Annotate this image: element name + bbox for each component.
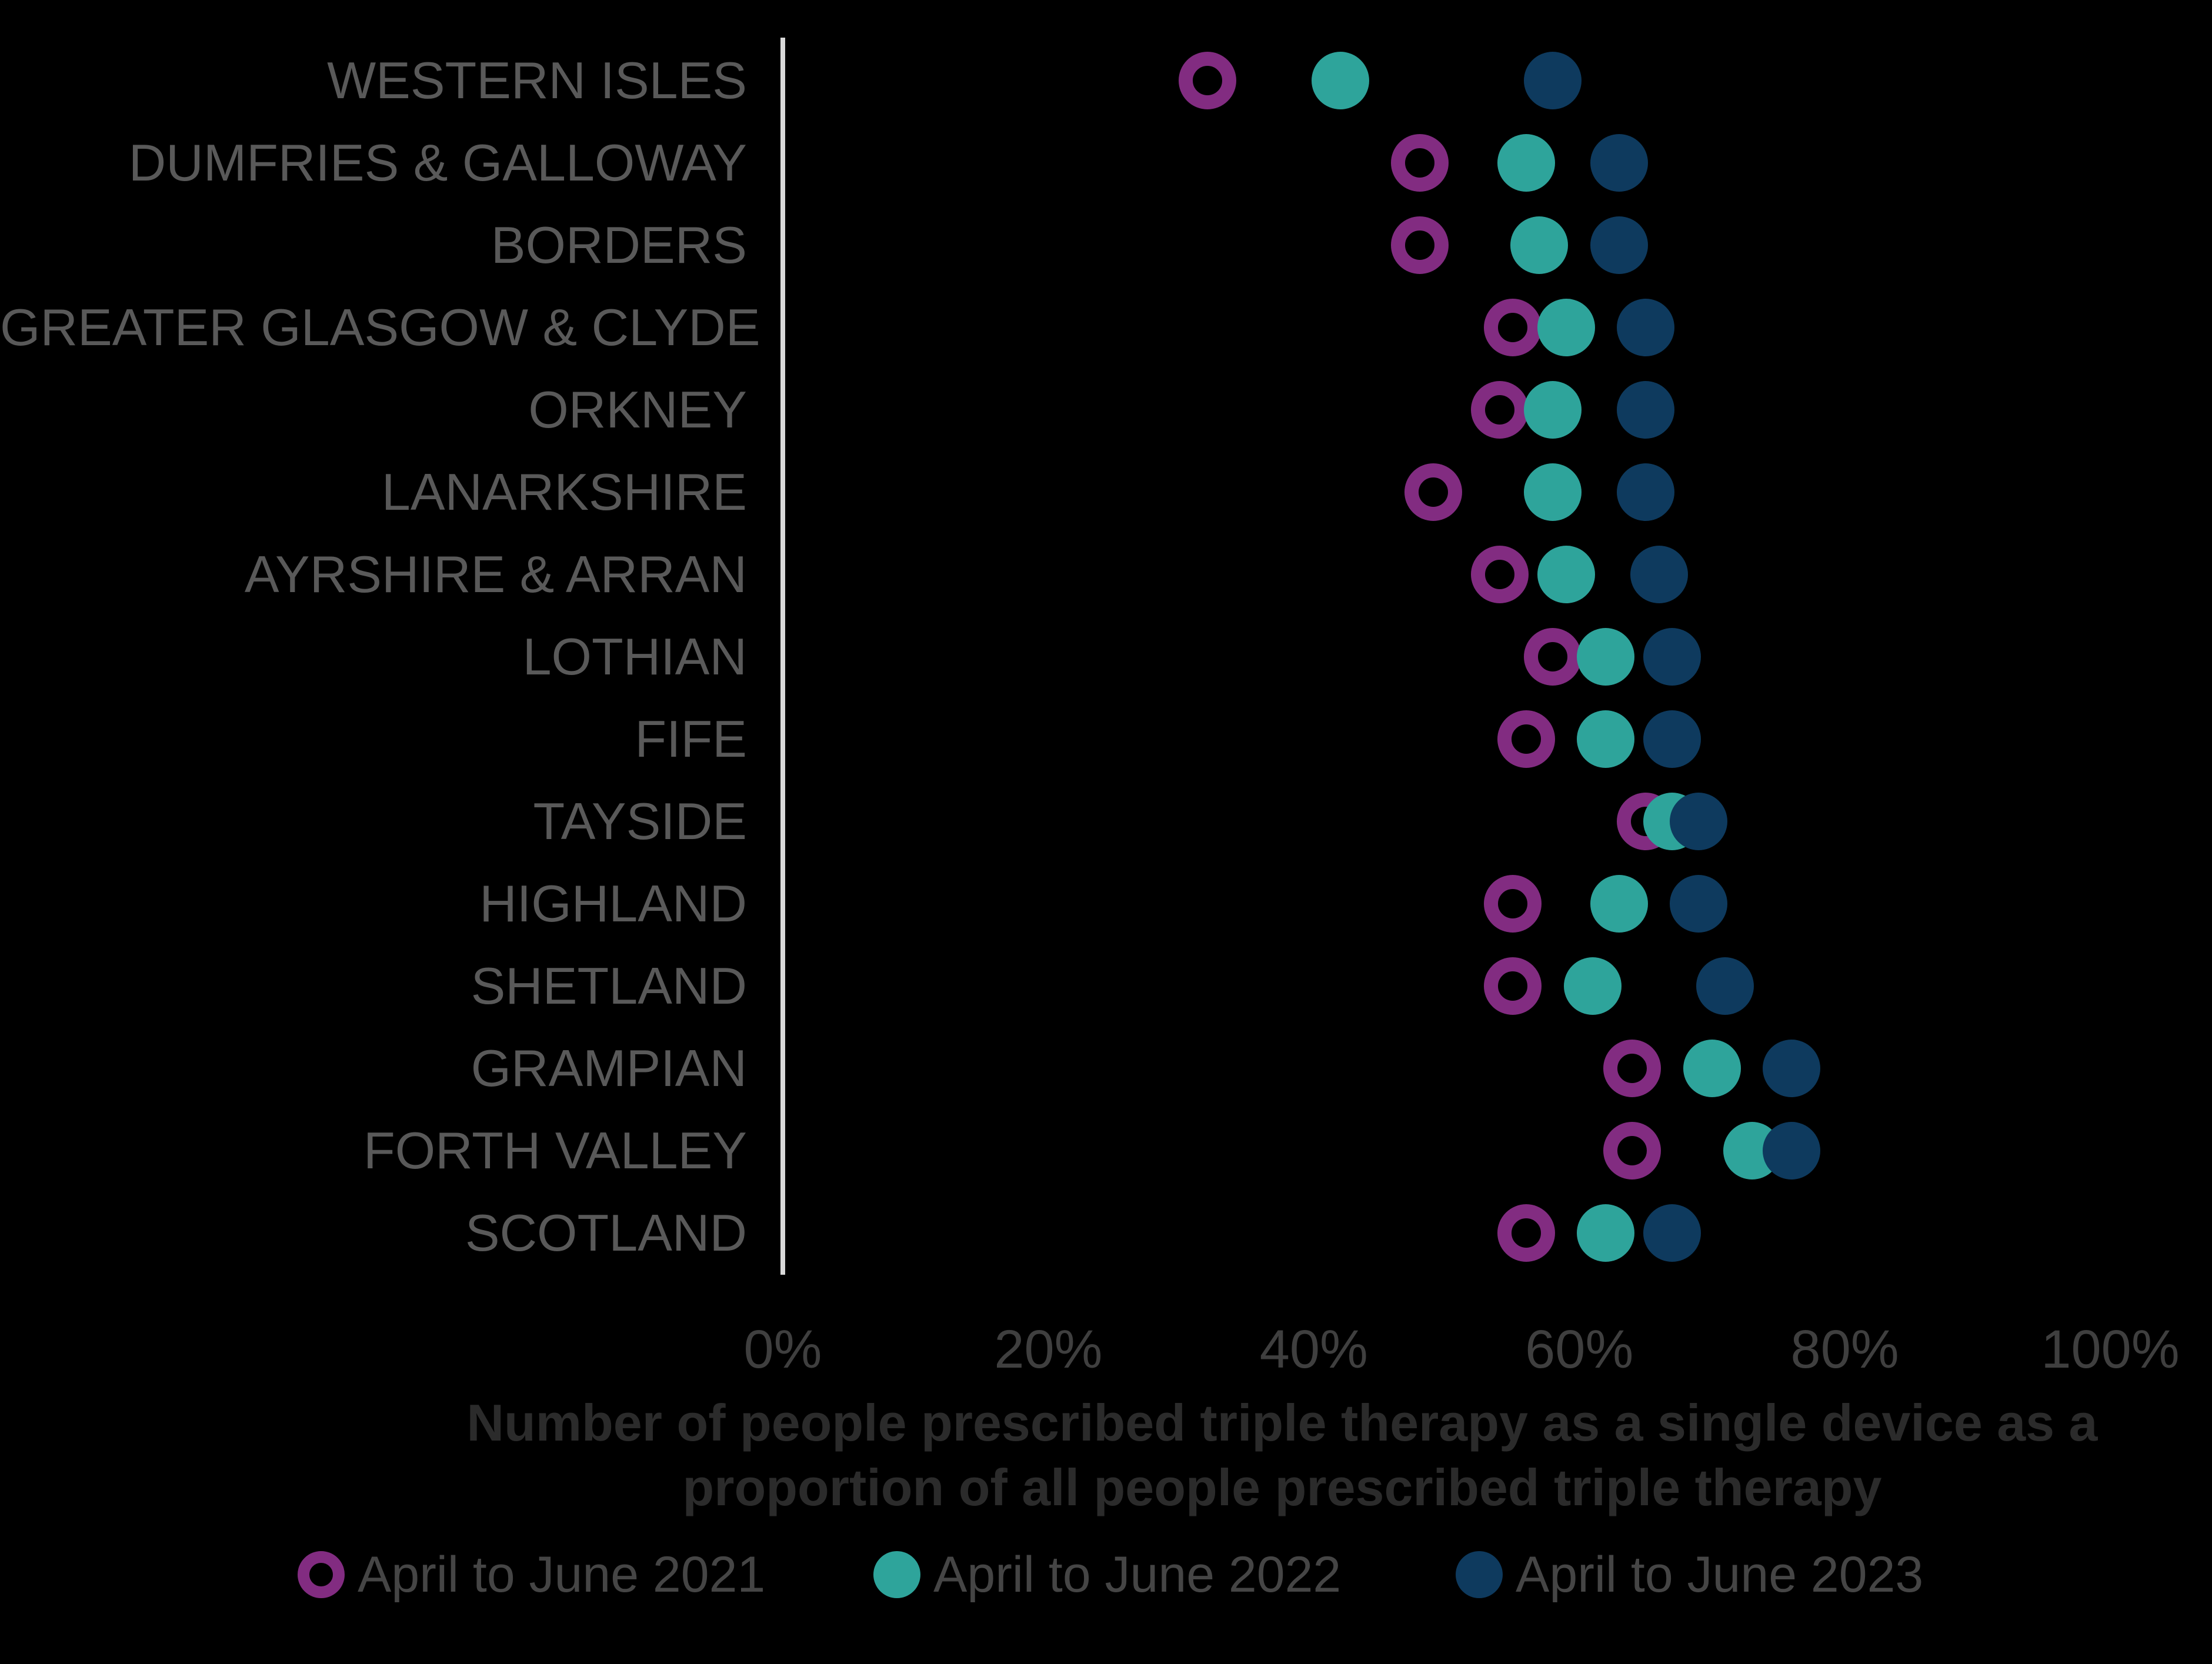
data-point (1577, 628, 1635, 686)
data-point (1643, 628, 1701, 686)
data-point (1497, 134, 1555, 192)
filled-circle-marker-icon (1456, 1551, 1503, 1598)
x-axis-title-line-2: proportion of all people prescribed trip… (682, 1458, 1882, 1516)
category-label: AYRSHIRE & ARRAN (244, 545, 747, 603)
data-point (1179, 52, 1237, 109)
data-point (1603, 1040, 1661, 1097)
data-point (1590, 216, 1648, 274)
category-label: ORKNEY (528, 380, 747, 439)
data-point (1617, 299, 1675, 356)
data-point (1524, 52, 1582, 109)
category-label: LANARKSHIRE (381, 463, 747, 521)
open-circle-marker-icon (298, 1551, 345, 1598)
data-point (1617, 463, 1675, 521)
x-tick-label: 0% (743, 1319, 822, 1379)
x-axis-title: Number of people prescribed triple thera… (400, 1391, 2164, 1520)
data-point (1497, 1204, 1555, 1262)
data-point (1617, 381, 1675, 439)
legend-label: April to June 2023 (1516, 1546, 1924, 1603)
data-point (1524, 463, 1582, 521)
x-tick-label: 20% (994, 1319, 1103, 1379)
data-point (1563, 957, 1622, 1015)
x-axis-title-line-1: Number of people prescribed triple thera… (466, 1394, 2098, 1452)
data-point (1590, 134, 1648, 192)
data-point (1603, 1122, 1661, 1179)
data-point (1577, 1204, 1635, 1262)
x-tick-label: 80% (1790, 1319, 1899, 1379)
data-point (1470, 546, 1529, 603)
y-axis-line (780, 38, 785, 1275)
data-point (1643, 1204, 1701, 1262)
data-point (1524, 628, 1582, 686)
legend-label: April to June 2021 (358, 1546, 766, 1603)
category-label: GREATER GLASGOW & CLYDE (0, 298, 760, 356)
category-label: DUMFRIES & GALLOWAY (128, 133, 747, 192)
data-point (1763, 1122, 1821, 1179)
legend-item-2022: April to June 2022 (873, 1545, 1341, 1604)
data-point (1524, 381, 1582, 439)
data-point (1484, 957, 1542, 1015)
legend-label: April to June 2022 (933, 1546, 1342, 1603)
data-point (1590, 875, 1648, 933)
legend-item-2023: April to June 2023 (1456, 1545, 1923, 1604)
category-label: GRAMPIAN (471, 1039, 747, 1097)
legend: April to June 2021 April to June 2022 Ap… (0, 1545, 2212, 1604)
category-label: HIGHLAND (479, 874, 747, 933)
data-point (1630, 546, 1688, 603)
data-point (1497, 710, 1555, 768)
x-tick-label: 40% (1259, 1319, 1368, 1379)
data-point (1484, 875, 1542, 933)
category-label: FORTH VALLEY (363, 1121, 747, 1179)
data-point (1391, 216, 1449, 274)
category-label: TAYSIDE (533, 792, 747, 850)
data-point (1683, 1040, 1741, 1097)
x-tick-label: 100% (2041, 1319, 2180, 1379)
data-point (1763, 1040, 1821, 1097)
data-point (1577, 710, 1635, 768)
category-label: LOTHIAN (522, 627, 747, 686)
data-point (1670, 875, 1728, 933)
category-label: SHETLAND (471, 957, 747, 1015)
data-point (1696, 957, 1754, 1015)
data-point (1670, 793, 1728, 850)
filled-circle-marker-icon (873, 1551, 920, 1598)
data-point (1510, 216, 1569, 274)
data-point (1643, 710, 1701, 768)
data-point (1404, 463, 1462, 521)
x-tick-label: 60% (1525, 1319, 1634, 1379)
data-point (1484, 299, 1542, 356)
data-point (1537, 299, 1595, 356)
category-label: FIFE (635, 710, 747, 768)
legend-item-2021: April to June 2021 (298, 1545, 765, 1604)
category-label: BORDERS (491, 216, 747, 274)
data-point (1470, 381, 1529, 439)
category-label: SCOTLAND (465, 1204, 747, 1262)
data-point (1537, 546, 1595, 603)
category-label: WESTERN ISLES (327, 51, 747, 109)
data-point (1311, 52, 1369, 109)
data-point (1391, 134, 1449, 192)
